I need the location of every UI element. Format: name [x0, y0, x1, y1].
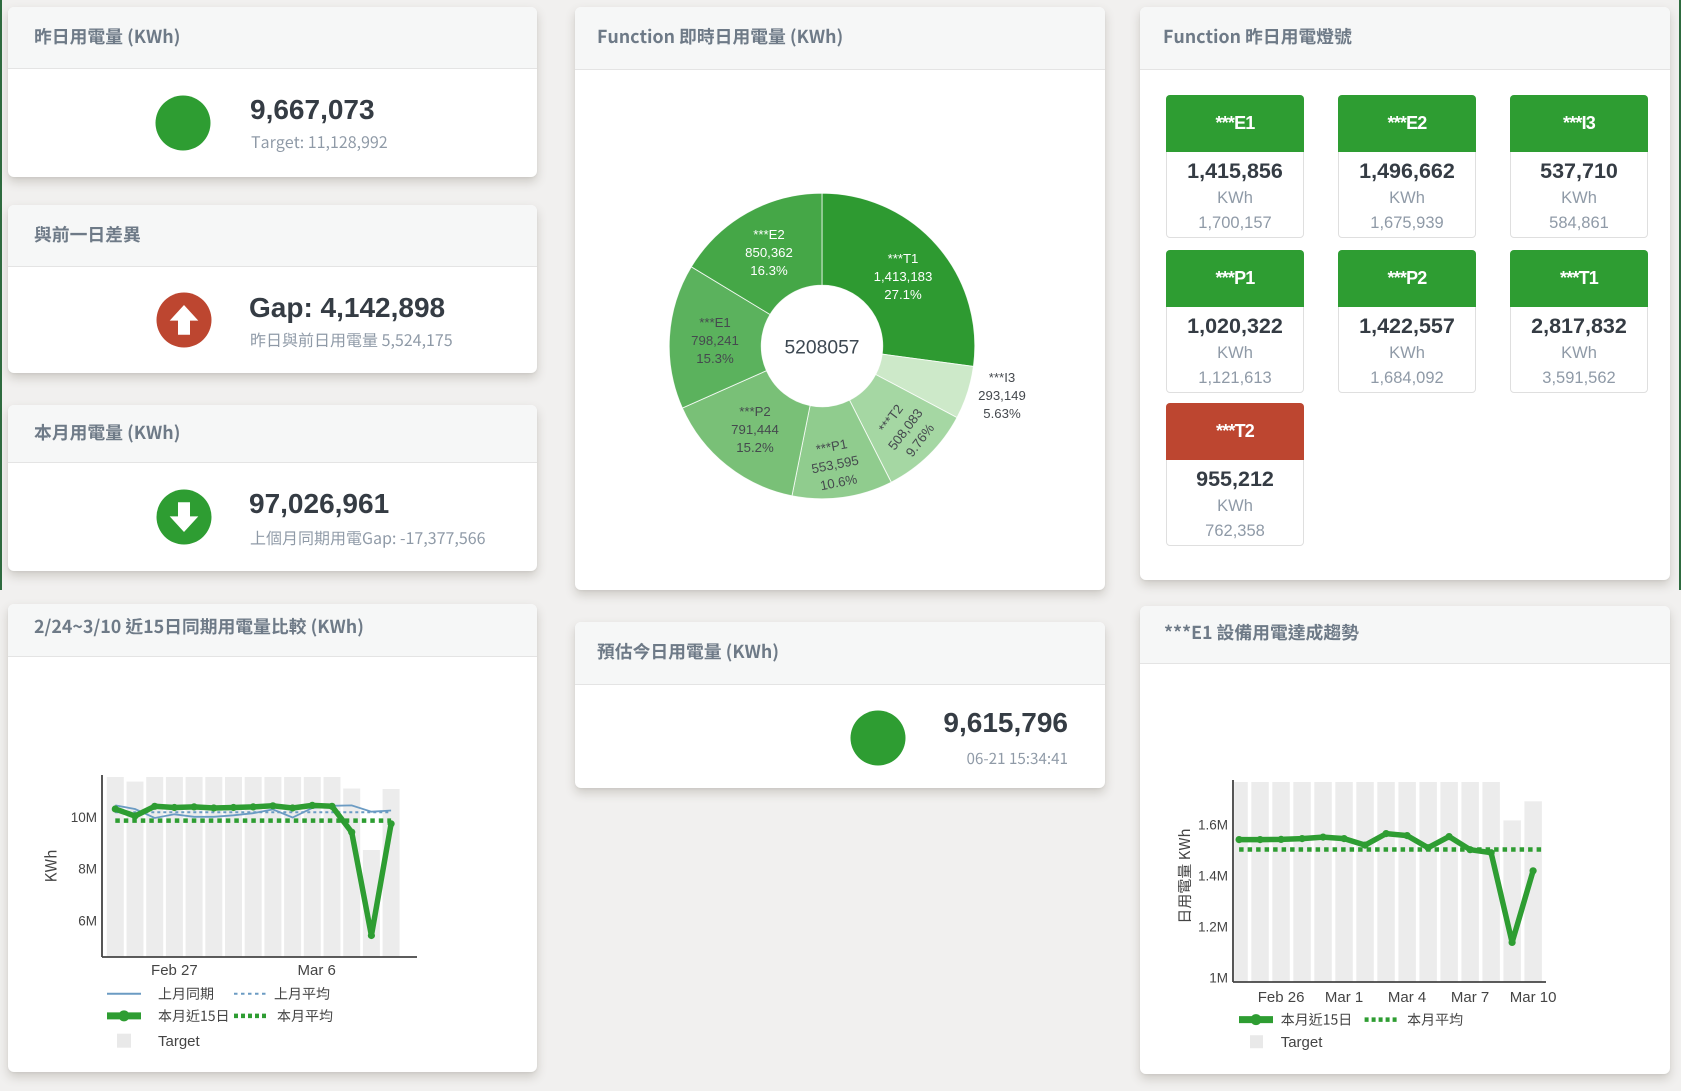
- svg-text:1,413,183: 1,413,183: [874, 269, 933, 284]
- svg-text:8M: 8M: [78, 862, 97, 877]
- svg-text:16.3%: 16.3%: [750, 263, 788, 278]
- svg-text:1.6M: 1.6M: [1198, 818, 1228, 833]
- svg-text:1.4M: 1.4M: [1198, 869, 1228, 884]
- svg-text:293,149: 293,149: [978, 388, 1026, 403]
- svg-text:***I3: ***I3: [989, 370, 1015, 385]
- svg-text:10M: 10M: [71, 810, 97, 825]
- svg-text:Feb 27: Feb 27: [151, 962, 198, 979]
- svg-text:Mar 7: Mar 7: [1451, 989, 1489, 1006]
- svg-text:***P1: ***P1: [815, 436, 849, 457]
- svg-text:Target: Target: [158, 1033, 201, 1050]
- svg-text:15.2%: 15.2%: [736, 440, 774, 455]
- svg-text:791,444: 791,444: [731, 422, 779, 437]
- svg-text:***E2: ***E2: [753, 227, 785, 242]
- svg-text:850,362: 850,362: [745, 245, 793, 260]
- svg-text:Mar 4: Mar 4: [1388, 989, 1426, 1006]
- svg-text:10.6%: 10.6%: [819, 471, 859, 493]
- svg-text:Mar 10: Mar 10: [1510, 989, 1557, 1006]
- svg-text:798,241: 798,241: [691, 333, 739, 348]
- svg-text:***P2: ***P2: [739, 404, 771, 419]
- svg-text:***T1: ***T1: [888, 251, 919, 266]
- svg-text:1.2M: 1.2M: [1198, 920, 1228, 935]
- svg-text:Feb 26: Feb 26: [1258, 989, 1305, 1006]
- svg-text:5.63%: 5.63%: [983, 406, 1021, 421]
- svg-text:1M: 1M: [1209, 971, 1228, 986]
- svg-text:6M: 6M: [78, 913, 97, 928]
- svg-text:Target: Target: [1281, 1034, 1324, 1051]
- svg-text:Mar 1: Mar 1: [1325, 989, 1363, 1006]
- svg-text:Mar 6: Mar 6: [298, 962, 336, 979]
- svg-text:***E1: ***E1: [699, 315, 731, 330]
- svg-text:27.1%: 27.1%: [884, 287, 922, 302]
- svg-text:15.3%: 15.3%: [696, 351, 734, 366]
- svg-text:5208057: 5208057: [784, 338, 859, 359]
